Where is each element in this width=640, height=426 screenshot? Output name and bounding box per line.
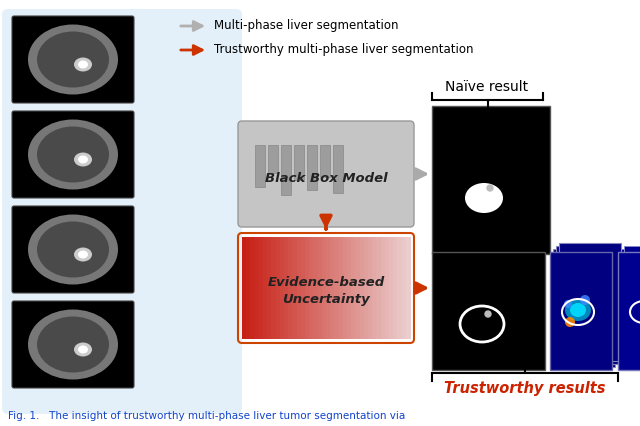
Bar <box>393 237 398 339</box>
Ellipse shape <box>78 155 88 164</box>
Ellipse shape <box>28 120 118 190</box>
Ellipse shape <box>37 317 109 372</box>
Bar <box>268 237 273 339</box>
Bar <box>432 252 545 370</box>
Circle shape <box>565 317 575 327</box>
Bar <box>397 237 403 339</box>
Ellipse shape <box>74 58 92 72</box>
Text: Black Box Model: Black Box Model <box>265 173 387 185</box>
Bar <box>281 145 291 195</box>
Bar <box>432 106 550 254</box>
Bar <box>360 237 365 339</box>
Bar <box>314 237 319 339</box>
Bar <box>305 237 310 339</box>
Bar <box>288 237 293 339</box>
Bar <box>242 237 247 339</box>
Bar <box>372 237 378 339</box>
Ellipse shape <box>28 310 118 380</box>
Bar <box>309 237 314 339</box>
Bar <box>334 237 340 339</box>
FancyBboxPatch shape <box>12 206 134 293</box>
Bar <box>259 237 264 339</box>
Bar <box>301 237 306 339</box>
Ellipse shape <box>570 303 586 317</box>
Bar <box>294 145 304 180</box>
Bar <box>389 237 394 339</box>
Bar <box>621 249 640 367</box>
Bar <box>292 237 298 339</box>
Circle shape <box>564 300 572 308</box>
Ellipse shape <box>28 215 118 285</box>
FancyBboxPatch shape <box>2 9 242 414</box>
Text: Evidence-based
Uncertainty: Evidence-based Uncertainty <box>268 276 385 306</box>
Ellipse shape <box>465 183 503 213</box>
Bar <box>553 249 615 367</box>
Ellipse shape <box>78 345 88 354</box>
Ellipse shape <box>74 248 92 262</box>
Ellipse shape <box>28 25 118 95</box>
Ellipse shape <box>74 343 92 357</box>
Bar <box>317 237 323 339</box>
Ellipse shape <box>78 60 88 69</box>
Ellipse shape <box>565 299 591 321</box>
FancyBboxPatch shape <box>12 111 134 198</box>
Bar <box>263 237 268 339</box>
Bar <box>559 243 621 361</box>
Bar <box>381 237 386 339</box>
Bar <box>355 237 360 339</box>
Text: Multi-phase liver segmentation: Multi-phase liver segmentation <box>214 20 399 32</box>
Text: Trustworthy multi-phase liver segmentation: Trustworthy multi-phase liver segmentati… <box>214 43 474 57</box>
Text: Fig. 1.   The insight of trustworthy multi-phase liver tumor segmentation via: Fig. 1. The insight of trustworthy multi… <box>8 411 405 421</box>
Bar <box>276 237 281 339</box>
Bar <box>347 237 352 339</box>
Bar <box>406 237 411 339</box>
Text: Trustworthy results: Trustworthy results <box>444 380 605 395</box>
Circle shape <box>485 311 491 317</box>
Bar <box>322 237 327 339</box>
Bar <box>376 237 381 339</box>
Bar <box>385 237 390 339</box>
Circle shape <box>580 295 590 305</box>
Bar <box>339 237 344 339</box>
Bar <box>250 237 255 339</box>
Bar <box>246 237 252 339</box>
Text: Naïve result: Naïve result <box>445 80 529 94</box>
Ellipse shape <box>78 250 88 259</box>
Bar <box>618 252 640 370</box>
Circle shape <box>487 185 493 191</box>
Bar <box>364 237 369 339</box>
Bar <box>307 145 317 190</box>
FancyBboxPatch shape <box>12 16 134 103</box>
Bar <box>556 246 618 364</box>
Bar <box>402 237 407 339</box>
Bar <box>280 237 285 339</box>
Bar <box>368 237 373 339</box>
Bar <box>624 246 640 364</box>
Bar <box>330 237 335 339</box>
Bar <box>296 237 302 339</box>
Bar <box>333 145 343 193</box>
Ellipse shape <box>37 32 109 87</box>
Bar <box>343 237 348 339</box>
Bar <box>271 237 276 339</box>
Ellipse shape <box>37 222 109 277</box>
Bar <box>351 237 356 339</box>
Bar <box>284 237 289 339</box>
Bar <box>550 252 612 370</box>
Ellipse shape <box>74 153 92 167</box>
Bar <box>320 145 330 177</box>
Bar <box>255 237 260 339</box>
FancyBboxPatch shape <box>238 121 414 227</box>
FancyBboxPatch shape <box>12 301 134 388</box>
Ellipse shape <box>37 127 109 182</box>
Bar <box>268 145 278 173</box>
Bar <box>326 237 332 339</box>
Bar <box>255 145 265 187</box>
